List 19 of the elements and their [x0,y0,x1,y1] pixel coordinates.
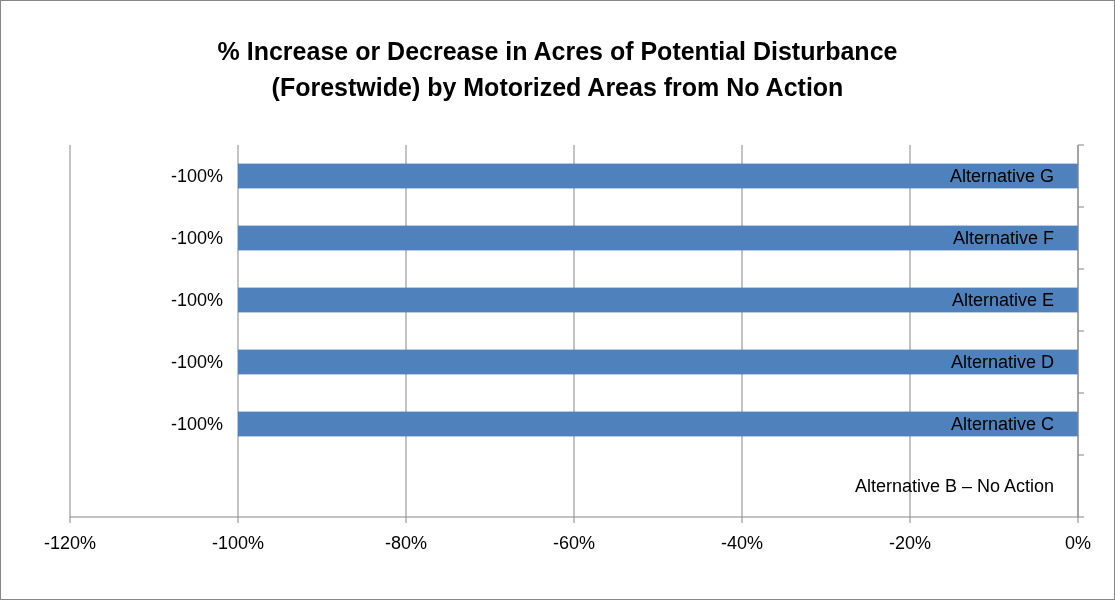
x-tick-label: -80% [384,533,428,553]
y-tick-label: Alternative E [951,290,1054,311]
x-tick-label: -60% [552,533,596,553]
data-label: -100% [170,228,223,249]
y-tick-label: Alternative B – No Action [854,476,1054,497]
x-tick-label: 0% [1064,533,1092,553]
x-tick-label: -120% [43,533,97,553]
data-label: -100% [170,352,223,373]
data-label: -100% [170,290,223,311]
y-tick-label: Alternative D [950,352,1054,373]
data-label: -100% [170,166,223,187]
data-label: -100% [170,414,223,435]
y-tick-label: Alternative G [949,166,1054,187]
x-tick-label: -40% [720,533,764,553]
chart-title: % Increase or Decrease in Acres of Potential Disturbance (Forestwide) by Motorized Areas from No Action [217,37,898,101]
y-tick-label: Alternative C [950,414,1054,435]
x-tick-label: -20% [888,533,932,553]
x-tick-label: -100% [211,533,265,553]
y-tick-label: Alternative F [952,228,1054,249]
